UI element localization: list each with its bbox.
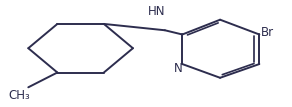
Text: CH₃: CH₃ xyxy=(9,89,30,102)
Text: N: N xyxy=(173,62,182,75)
Text: Br: Br xyxy=(261,26,274,39)
Text: HN: HN xyxy=(147,5,165,18)
